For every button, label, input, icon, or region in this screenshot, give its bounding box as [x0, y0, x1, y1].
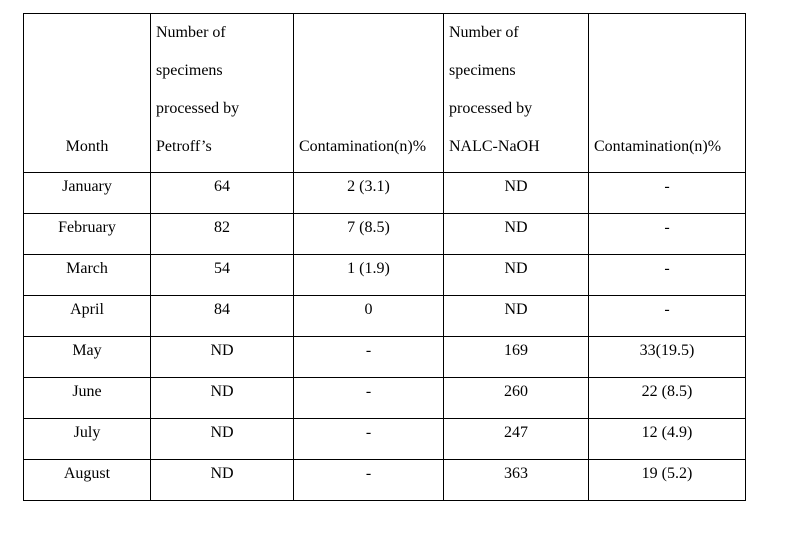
nalc-contamination-cell: 19 (5.2) — [588, 459, 746, 501]
petroffs-contamination-cell: 2 (3.1) — [293, 172, 444, 214]
petroffs-count-cell: 82 — [150, 213, 294, 255]
month-cell: April — [23, 295, 151, 337]
month-cell: January — [23, 172, 151, 214]
petroffs-count-cell: 54 — [150, 254, 294, 296]
nalc-contamination-cell: - — [588, 172, 746, 214]
column-header-petroffs-contamination: Contamination(n)% — [293, 13, 444, 173]
column-header-petroffs-specimens: Number of specimens processed by Petroff… — [150, 13, 294, 173]
nalc-count-cell: ND — [443, 254, 589, 296]
table-row: August ND - 363 19 (5.2) — [23, 459, 746, 501]
nalc-contamination-cell: 12 (4.9) — [588, 418, 746, 460]
column-header-month: Month — [23, 13, 151, 173]
month-cell: May — [23, 336, 151, 378]
petroffs-contamination-cell: 0 — [293, 295, 444, 337]
table-row: February 82 7 (8.5) ND - — [23, 213, 746, 255]
petroffs-count-cell: ND — [150, 377, 294, 419]
month-cell: March — [23, 254, 151, 296]
petroffs-contamination-cell: 1 (1.9) — [293, 254, 444, 296]
column-header-nalc-specimens: Number of specimens processed by NALC-Na… — [443, 13, 589, 173]
nalc-contamination-cell: - — [588, 213, 746, 255]
petroffs-count-cell: 64 — [150, 172, 294, 214]
petroffs-contamination-cell: 7 (8.5) — [293, 213, 444, 255]
table-header-row: Month Number of specimens processed by P… — [23, 13, 746, 173]
nalc-count-cell: 260 — [443, 377, 589, 419]
nalc-contamination-cell: 33(19.5) — [588, 336, 746, 378]
petroffs-count-cell: ND — [150, 418, 294, 460]
nalc-count-cell: ND — [443, 213, 589, 255]
column-header-nalc-contamination: Contamination(n)% — [588, 13, 746, 173]
petroffs-contamination-cell: - — [293, 336, 444, 378]
table-row: April 84 0 ND - — [23, 295, 746, 337]
petroffs-count-cell: ND — [150, 336, 294, 378]
month-cell: February — [23, 213, 151, 255]
nalc-count-cell: 169 — [443, 336, 589, 378]
month-cell: August — [23, 459, 151, 501]
table-row: March 54 1 (1.9) ND - — [23, 254, 746, 296]
nalc-count-cell: 247 — [443, 418, 589, 460]
petroffs-contamination-cell: - — [293, 459, 444, 501]
nalc-count-cell: 363 — [443, 459, 589, 501]
petroffs-count-cell: 84 — [150, 295, 294, 337]
table-row: July ND - 247 12 (4.9) — [23, 418, 746, 460]
specimen-contamination-table: Month Number of specimens processed by P… — [23, 13, 746, 501]
petroffs-contamination-cell: - — [293, 377, 444, 419]
petroffs-count-cell: ND — [150, 459, 294, 501]
nalc-contamination-cell: - — [588, 295, 746, 337]
petroffs-contamination-cell: - — [293, 418, 444, 460]
nalc-count-cell: ND — [443, 295, 589, 337]
nalc-count-cell: ND — [443, 172, 589, 214]
month-cell: July — [23, 418, 151, 460]
table-row: January 64 2 (3.1) ND - — [23, 172, 746, 214]
month-cell: June — [23, 377, 151, 419]
table-row: June ND - 260 22 (8.5) — [23, 377, 746, 419]
table-row: May ND - 169 33(19.5) — [23, 336, 746, 378]
nalc-contamination-cell: 22 (8.5) — [588, 377, 746, 419]
nalc-contamination-cell: - — [588, 254, 746, 296]
